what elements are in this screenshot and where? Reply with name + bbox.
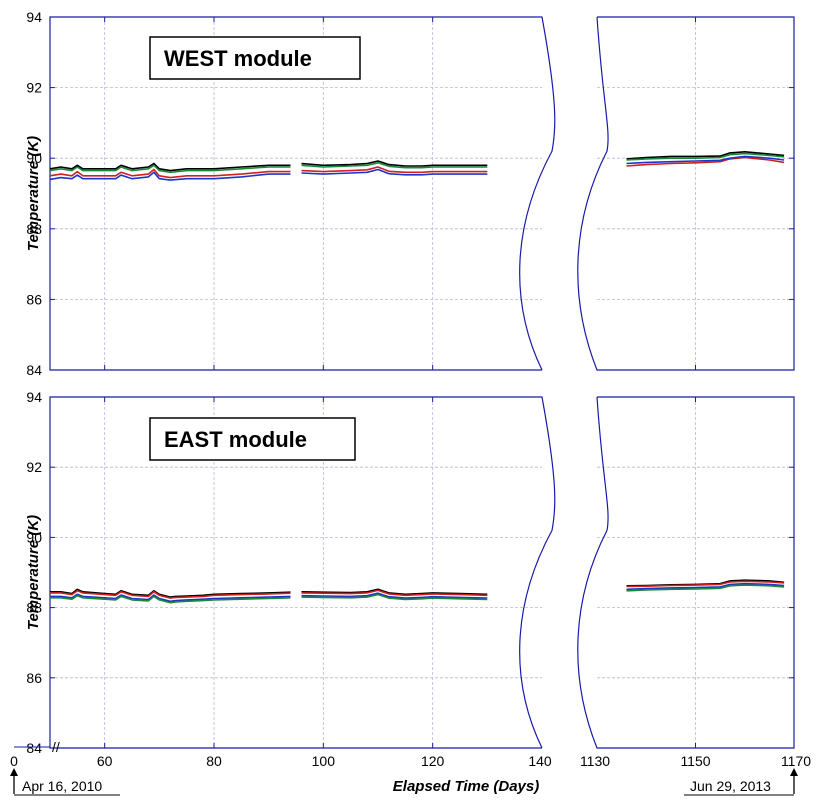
series-line: [50, 588, 291, 598]
end-arrow-head: [790, 768, 798, 776]
y-tick-label: 88: [26, 221, 42, 237]
x-tick-label: 1130: [580, 753, 610, 769]
y-tick-label: 94: [26, 9, 42, 25]
series-line: [49, 164, 291, 174]
y-tick-label: 90: [26, 150, 42, 166]
right-axes-frame: [577, 16, 795, 371]
x-tick-label: 140: [528, 753, 552, 769]
x-tick-label: 0: [10, 753, 18, 769]
series-line: [626, 584, 785, 592]
series-line: [626, 582, 785, 591]
x-axis-title: Elapsed Time (Days): [393, 778, 539, 795]
series-line: [626, 155, 785, 165]
x-tick-label: 100: [312, 753, 336, 769]
x-tick-label: 60: [97, 753, 113, 769]
series-line: [626, 152, 785, 161]
module-label-box: [149, 417, 356, 461]
series-line: [49, 162, 291, 172]
series-line: [49, 171, 291, 181]
y-axis-title: Temperature (K): [25, 515, 42, 630]
series-line: [49, 168, 291, 179]
west-panel: 84 86 88 90 92 94 Temperature (K) WEST module: [25, 9, 795, 378]
y-tick-label: 90: [26, 529, 42, 545]
y-tick-label: 92: [26, 80, 42, 96]
y-axis-title: Temperature (K): [25, 136, 42, 251]
start-date-annotation: Apr 16, 2010: [10, 768, 120, 796]
y-tick-label: 86: [26, 291, 42, 307]
series-line: [626, 156, 785, 167]
module-label: EAST module: [164, 427, 307, 452]
y-tick-label: 84: [26, 740, 42, 756]
module-label-box: [149, 36, 361, 80]
y-tick-label: 94: [26, 389, 42, 405]
series-line: [301, 160, 488, 167]
x-tick-label: 80: [206, 753, 222, 769]
end-date-label: Jun 29, 2013: [690, 778, 771, 794]
series-line: [50, 594, 291, 604]
y-tick-label: 84: [26, 362, 42, 378]
x-tick-label: 120: [421, 753, 445, 769]
x-tick-label: 1150: [680, 753, 710, 769]
y-tick-label: 86: [26, 670, 42, 686]
series-line: [50, 590, 291, 599]
y-tick-label: 88: [26, 600, 42, 616]
axis-break-mark: //: [52, 739, 60, 755]
series-line: [301, 166, 488, 174]
series-line: [301, 589, 488, 597]
x-tick-label: 1170: [781, 753, 811, 769]
series-line: [626, 151, 785, 160]
series-line: [301, 592, 488, 599]
start-arrow-head: [10, 768, 18, 776]
series-line: [50, 593, 291, 603]
y-tick-label: 92: [26, 459, 42, 475]
left-axes-frame: [49, 396, 556, 749]
end-date-annotation: Jun 29, 2013: [684, 768, 798, 796]
east-panel: 84 86 88 90 92 94 Temperature (K) 0 60 80 100 120 14…: [10, 389, 811, 769]
left-axes-frame: [49, 16, 556, 371]
series-line: [301, 593, 488, 601]
series-line: [301, 168, 488, 176]
series-line: [626, 580, 785, 588]
start-date-label: Apr 16, 2010: [22, 778, 102, 794]
series-line: [301, 588, 488, 596]
right-axes-frame: [577, 396, 795, 749]
module-label: WEST module: [164, 46, 312, 71]
series-line: [301, 162, 488, 169]
